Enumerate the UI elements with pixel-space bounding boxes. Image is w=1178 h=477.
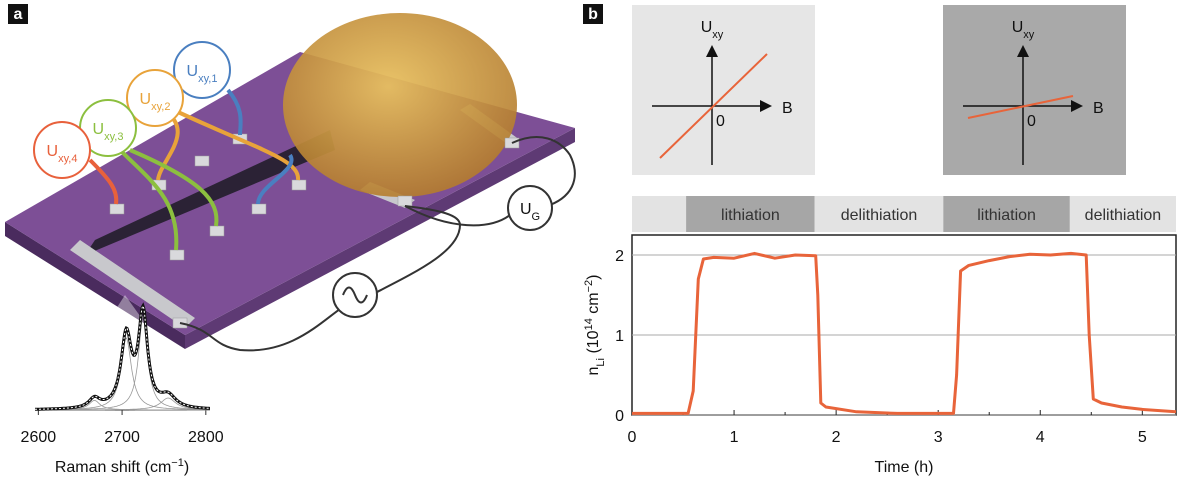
inset-y-label: Uxy: [701, 19, 724, 41]
inset-x-label: B: [1093, 100, 1104, 117]
phase-band: [1069, 196, 1176, 232]
probe-circle: [126, 69, 184, 127]
text-part: xy,3: [104, 131, 123, 143]
hall-insets: Uxy B 0 Uxy B 0: [632, 5, 1126, 175]
phase-label: lithiation: [721, 207, 780, 224]
probe-label: Uxy,4: [47, 143, 78, 165]
x-tick-label: 0: [628, 429, 637, 446]
text-part: cm: [585, 292, 602, 318]
text-part: n: [585, 367, 602, 376]
text-part: U: [187, 63, 199, 80]
x-tick-label: 2: [832, 429, 841, 446]
inset-arrow: [706, 45, 718, 57]
panel-label-box: [8, 4, 28, 24]
probe-label: Uxy,3: [93, 121, 124, 143]
inset-origin: 0: [1027, 113, 1036, 130]
data-line: [632, 251, 1177, 415]
text-part: xy,2: [151, 101, 170, 113]
raman-tick-label: 2700: [104, 429, 140, 446]
text-part: Raman shift (cm: [55, 459, 171, 476]
device: [5, 13, 576, 365]
x-tick-label: 5: [1138, 429, 1147, 446]
inset-hall-line: [967, 95, 1074, 119]
x-tick-label: 3: [934, 429, 943, 446]
x-axis-label: Time (h): [875, 459, 934, 476]
panel-label-box: [583, 4, 603, 24]
panel-label: a: [14, 6, 23, 23]
text-part: U: [701, 19, 713, 36]
panel-label: b: [588, 6, 598, 23]
text-part: −1: [171, 457, 184, 469]
phase-band: [943, 196, 1070, 232]
inset-background: [632, 5, 815, 175]
probe-label: Uxy,1: [187, 63, 218, 85]
text-part: U: [520, 201, 532, 218]
phase-label: delithiation: [841, 207, 918, 224]
phase-label: lithiation: [977, 207, 1036, 224]
inset-hall-line: [659, 53, 768, 159]
inset-arrow: [1071, 100, 1083, 112]
text-part: Li: [595, 358, 607, 367]
text-part: U: [47, 143, 59, 160]
inset-y-label: Uxy: [1012, 19, 1035, 41]
text-part: xy: [1023, 29, 1035, 41]
inset-x-label: B: [782, 100, 793, 117]
raman-tick-label: 2600: [21, 429, 57, 446]
text-part: ): [585, 275, 602, 280]
text-part: G: [532, 211, 541, 223]
inset-arrow: [1017, 45, 1029, 57]
gate-circle: [507, 185, 553, 231]
y-axis-label: nLi (1014 cm−2): [583, 275, 607, 376]
raman-x-label: Raman shift (cm−1): [55, 457, 189, 476]
inset-arrow: [760, 100, 772, 112]
plot-frame: [631, 234, 1177, 416]
text-part: xy,1: [198, 73, 217, 85]
text-part: −2: [583, 280, 595, 293]
phase-band: [632, 196, 687, 232]
text-part: xy,4: [58, 153, 77, 165]
text-part: xy: [712, 29, 724, 41]
raman-component: [35, 397, 210, 411]
raman-tick-label: 2800: [188, 429, 224, 446]
phase-band: [814, 196, 944, 232]
probe-label: Uxy,2: [140, 91, 171, 113]
text-part: 14: [583, 318, 595, 330]
gate-label: UG: [520, 201, 540, 223]
raman-data: [35, 304, 210, 410]
text-part: U: [140, 91, 152, 108]
probe-circle: [33, 121, 91, 179]
x-tick-label: 1: [730, 429, 739, 446]
text-part: ): [184, 459, 189, 476]
x-tick-label: 4: [1036, 429, 1045, 446]
text-part: (10: [585, 330, 602, 358]
probe-circle: [173, 41, 231, 99]
y-tick-label: 1: [615, 328, 624, 345]
phase-band: [686, 196, 815, 232]
text-part: U: [1012, 19, 1024, 36]
y-tick-label: 0: [615, 408, 624, 425]
inset-background: [943, 5, 1126, 175]
text-part: U: [93, 121, 105, 138]
inset-origin: 0: [716, 113, 725, 130]
y-tick-label: 2: [615, 248, 624, 265]
phase-label: delithiation: [1085, 207, 1162, 224]
